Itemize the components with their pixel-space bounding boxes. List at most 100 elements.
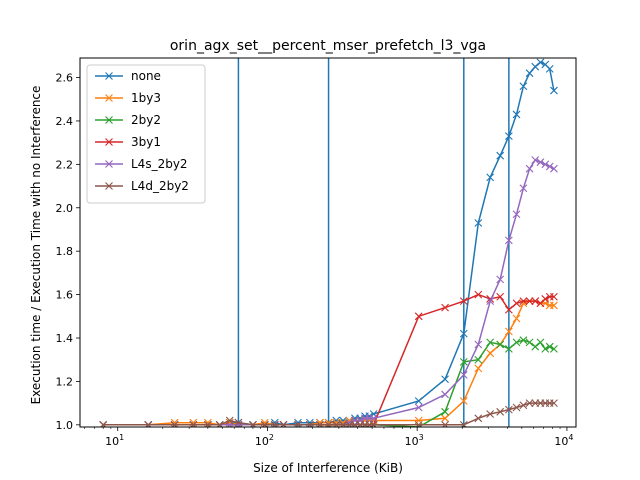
legend-label: 2by2: [131, 113, 161, 127]
data-point: [550, 301, 558, 310]
legend-marker: [105, 182, 113, 190]
data-point: [519, 336, 528, 345]
data-point: [170, 420, 179, 427]
y-tick-label: 1.2: [56, 375, 74, 388]
data-point: [474, 340, 483, 349]
legend-item-L4s_2by2: L4s_2by2: [95, 157, 188, 171]
data-point: [504, 305, 513, 314]
data-point: [541, 160, 550, 169]
data-point: [531, 62, 540, 71]
series-layer: [99, 58, 558, 427]
data-point: [531, 342, 540, 351]
data-point: [519, 82, 528, 91]
data-point: [541, 295, 550, 303]
y-tick-label: 2.2: [56, 158, 74, 171]
data-point: [486, 173, 495, 182]
y-axis-label: Execution time / Execution Time with no …: [29, 86, 43, 405]
data-point: [474, 364, 483, 373]
data-point: [525, 338, 534, 347]
data-point: [525, 69, 534, 78]
legend: none 1by3 2by2 3by1 L4s_2by2 L4d_2by2: [86, 64, 206, 204]
legend-label: 3by1: [131, 135, 161, 149]
data-point: [504, 132, 513, 141]
data-point: [486, 297, 495, 305]
data-point: [270, 420, 279, 427]
data-point: [324, 420, 333, 427]
legend-box: [86, 64, 206, 204]
data-point: [496, 340, 505, 349]
data-point: [512, 403, 521, 412]
data-point: [504, 344, 513, 353]
data-point: [536, 58, 545, 67]
data-point: [203, 420, 212, 427]
data-point: [545, 162, 554, 171]
data-point: [441, 390, 449, 399]
y-tick-label: 2.6: [56, 72, 74, 85]
legend-label: L4d_2by2: [131, 179, 189, 193]
y-tick-label: 1.6: [56, 289, 74, 302]
data-point: [99, 420, 108, 427]
legend-item-3by1: 3by1: [95, 135, 161, 149]
data-point: [305, 420, 314, 427]
data-point: [550, 164, 558, 173]
data-point: [459, 297, 468, 305]
data-point: [550, 344, 558, 353]
y-tick-label: 2.0: [56, 202, 74, 215]
data-point: [441, 420, 449, 427]
data-point: [550, 86, 558, 95]
data-point: [260, 420, 269, 427]
x-axis-label: Size of Interference (KiB): [253, 461, 403, 475]
data-point: [519, 297, 528, 305]
data-point: [294, 420, 302, 427]
data-point: [536, 158, 545, 167]
data-point: [512, 210, 521, 219]
data-point: [545, 342, 554, 351]
legend-item-L4d_2by2: L4d_2by2: [95, 179, 189, 193]
data-point: [519, 184, 528, 193]
data-point: [512, 338, 521, 347]
data-point: [512, 299, 521, 308]
data-point: [496, 407, 505, 416]
data-point: [486, 410, 495, 418]
legend-item-2by2: 2by2: [95, 113, 161, 127]
plot-frame: [79, 57, 577, 428]
x-tick-label: 104: [554, 433, 573, 448]
legend-marker: [105, 94, 113, 102]
legend-marker: [105, 138, 113, 146]
y-tick-label: 1.0: [56, 419, 74, 432]
reference-lines: [237, 58, 510, 427]
data-point: [414, 312, 423, 321]
data-point: [459, 397, 468, 405]
data-point: [225, 416, 234, 425]
series-L4d_2by2: [99, 399, 558, 427]
data-point: [550, 399, 558, 408]
data-point: [215, 420, 224, 427]
data-point: [496, 151, 505, 160]
x-tick-label: 101: [105, 433, 124, 448]
data-point: [519, 401, 528, 410]
data-point: [496, 275, 505, 284]
y-tick-label: 1.4: [56, 332, 74, 345]
legend-marker: [105, 72, 113, 80]
data-point: [249, 420, 257, 427]
data-point: [414, 420, 423, 427]
data-point: [531, 297, 540, 305]
y-tick-label: 1.8: [56, 245, 74, 258]
data-point: [474, 355, 483, 364]
data-point: [474, 414, 483, 423]
data-point: [504, 405, 513, 414]
data-point: [550, 292, 558, 301]
data-point: [504, 327, 513, 336]
data-point: [315, 420, 324, 427]
x-axis: 101 102 103 104: [84, 427, 573, 448]
data-point: [279, 420, 288, 427]
data-point: [369, 414, 378, 423]
data-point: [486, 338, 495, 347]
data-point: [189, 420, 198, 427]
data-point: [531, 156, 540, 164]
data-point: [512, 110, 521, 119]
data-point: [144, 420, 153, 427]
x-tick-label: 103: [405, 433, 424, 448]
legend-item-none: none: [95, 69, 161, 83]
